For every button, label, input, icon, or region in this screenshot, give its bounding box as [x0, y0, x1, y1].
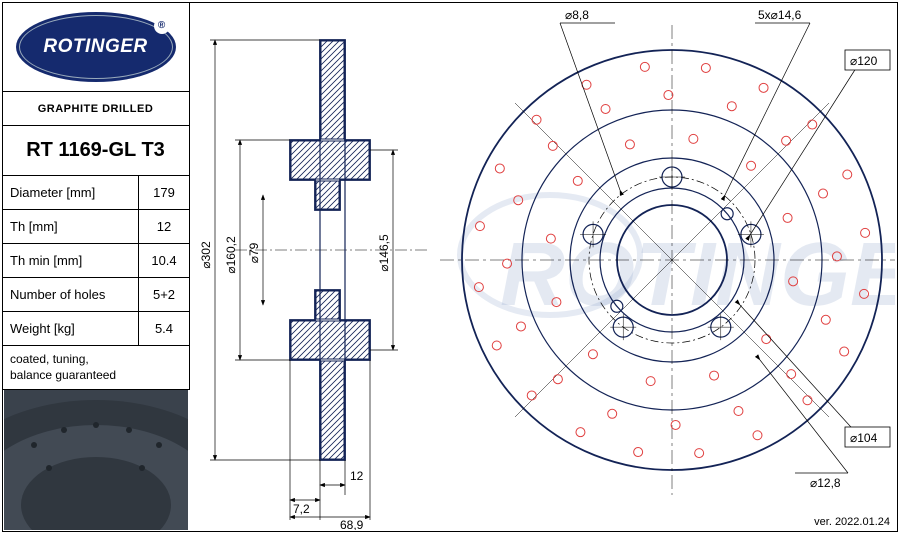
- spec-row: Th min [mm]10.4: [2, 244, 189, 278]
- spec-row: Number of holes5+2: [2, 278, 189, 312]
- brand-logo: ROTINGER ®: [16, 12, 176, 82]
- spec-row: Th [mm]12: [2, 210, 189, 244]
- svg-text:⌀302: ⌀302: [199, 241, 213, 269]
- spec-label: Diameter [mm]: [2, 176, 139, 209]
- spec-label: Number of holes: [2, 278, 139, 311]
- spec-value: 12: [139, 210, 189, 243]
- svg-text:68,9: 68,9: [340, 518, 364, 530]
- spec-label: Th min [mm]: [2, 244, 139, 277]
- svg-text:⌀79: ⌀79: [247, 242, 261, 263]
- spec-row: Weight [kg]5.4: [2, 312, 189, 346]
- svg-text:5x⌀14,6: 5x⌀14,6: [758, 8, 802, 22]
- spec-value: 5+2: [139, 278, 189, 311]
- spec-value: 5.4: [139, 312, 189, 345]
- spec-panel: ROTINGER ® GRAPHITE DRILLED RT 1169-GL T…: [2, 2, 190, 390]
- notes: coated, tuning,balance guaranteed: [2, 346, 189, 390]
- svg-text:12: 12: [350, 469, 364, 483]
- svg-text:⌀104: ⌀104: [850, 431, 878, 445]
- registered-icon: ®: [154, 18, 170, 34]
- svg-text:⌀160,2: ⌀160,2: [224, 236, 238, 274]
- front-view: ROTINGER ⌀8,8 5x⌀14,6 ⌀120: [440, 5, 895, 530]
- disc-front: [440, 25, 895, 495]
- subtitle: GRAPHITE DRILLED: [2, 92, 189, 126]
- svg-text:⌀12,8: ⌀12,8: [810, 476, 841, 490]
- spec-row: Diameter [mm]179: [2, 176, 189, 210]
- spec-value: 179: [139, 176, 189, 209]
- silhouette-preview: [4, 390, 188, 530]
- svg-text:ROTINGER: ROTINGER: [500, 225, 895, 325]
- spec-label: Th [mm]: [2, 210, 139, 243]
- section-view: ⌀302 ⌀160,2 ⌀79 ⌀146,5 12 7,2 68,9: [195, 5, 435, 530]
- spec-label: Weight [kg]: [2, 312, 139, 345]
- logo-box: ROTINGER ®: [2, 2, 189, 92]
- svg-text:7,2: 7,2: [293, 502, 310, 516]
- svg-text:⌀146,5: ⌀146,5: [377, 234, 391, 272]
- part-number: RT 1169-GL T3: [2, 126, 189, 176]
- version-label: ver. 2022.01.24: [814, 516, 890, 528]
- svg-text:⌀120: ⌀120: [850, 54, 878, 68]
- spec-value: 10.4: [139, 244, 189, 277]
- svg-text:⌀8,8: ⌀8,8: [565, 8, 589, 22]
